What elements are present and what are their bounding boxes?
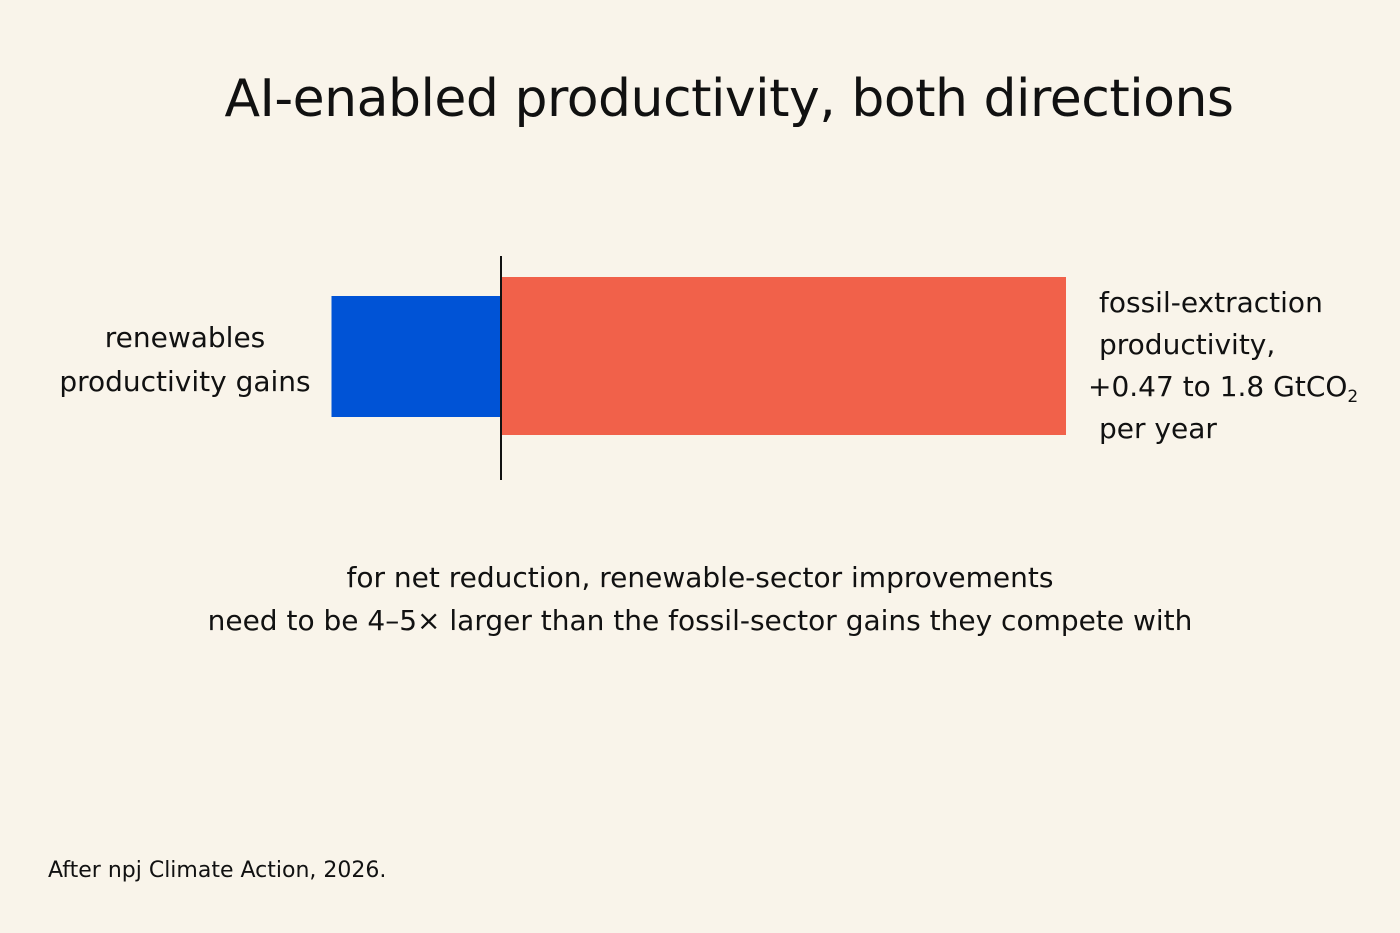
- renewables-label-line-2: productivity gains: [59, 365, 311, 398]
- fossil-label-line-1: fossil-extraction: [1099, 286, 1323, 319]
- renewables-label-line-1: renewables: [104, 321, 266, 354]
- fossil-bar: [501, 277, 1066, 435]
- bars-group: [331, 277, 1066, 435]
- fossil-label: fossil-extraction productivity, +0.47 to…: [1088, 282, 1388, 450]
- source-note: After npj Climate Action, 2026.: [48, 858, 387, 883]
- renewables-label: renewables productivity gains: [40, 316, 330, 404]
- annotation-line-1: for net reduction, renewable-sector impr…: [346, 561, 1054, 594]
- fossil-range-text: +0.47 to 1.8 GtCO: [1088, 370, 1348, 403]
- fossil-label-line-2: productivity,: [1099, 328, 1276, 361]
- fossil-label-line-4: per year: [1099, 412, 1217, 445]
- annotation-note: for net reduction, renewable-sector impr…: [0, 556, 1400, 642]
- fossil-label-line-3: +0.47 to 1.8 GtCO2: [1088, 366, 1388, 408]
- co2-subscript: 2: [1347, 387, 1359, 407]
- annotation-line-2: need to be 4–5× larger than the fossil-s…: [207, 604, 1193, 637]
- chart-title: AI-enabled productivity, both directions: [224, 69, 1234, 129]
- renewables-bar: [331, 296, 501, 417]
